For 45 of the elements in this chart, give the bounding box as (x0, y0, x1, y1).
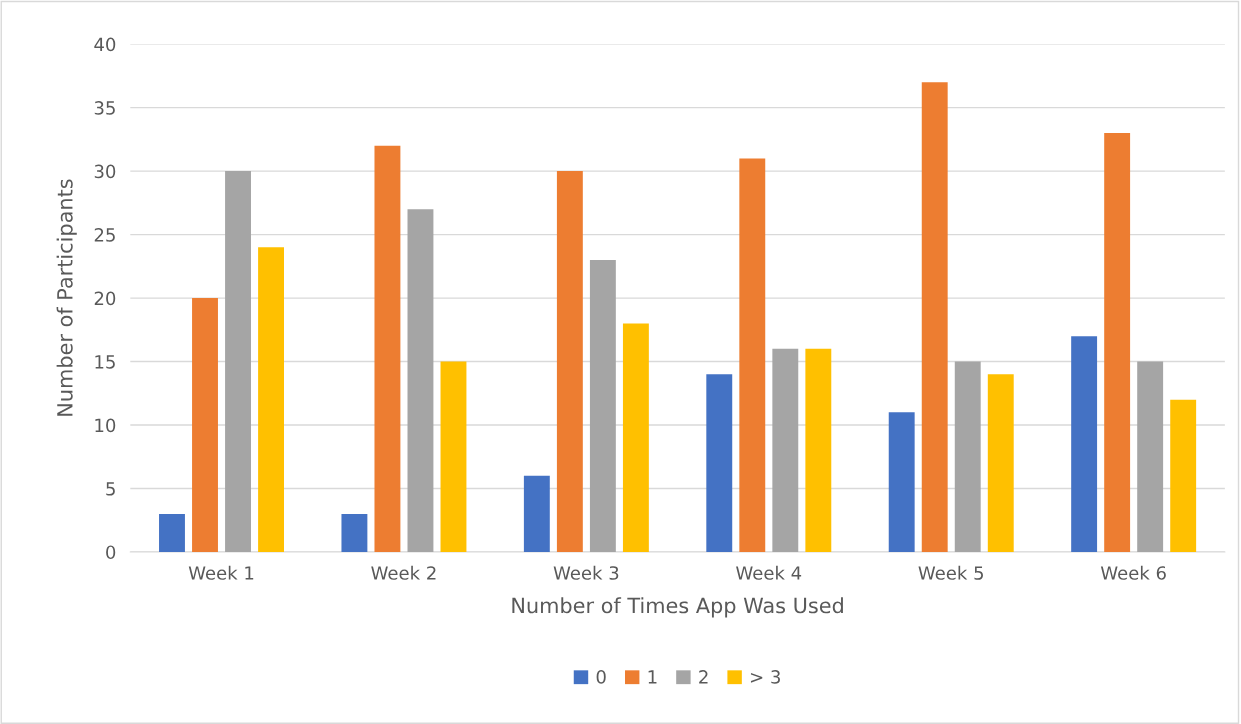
y-tick-label: 0 (106, 545, 116, 560)
x-tick-label: Week 3 (553, 565, 619, 580)
bar (192, 298, 218, 552)
legend-label: 0 (596, 670, 606, 684)
bar (440, 361, 467, 552)
y-tick-label: 25 (94, 228, 115, 242)
y-tick-label: 5 (106, 482, 115, 496)
y-axis-title: Number of Participants (56, 179, 77, 416)
bar (739, 158, 766, 552)
bar (341, 513, 368, 552)
bar (987, 374, 1014, 552)
bar (805, 348, 832, 552)
legend-label: > 3 (750, 670, 780, 684)
legend-label: 1 (648, 670, 657, 684)
bar (772, 348, 799, 552)
bar (954, 361, 981, 552)
y-tick-label: 20 (94, 291, 116, 306)
bar (225, 171, 251, 552)
y-tick-label: 10 (95, 418, 116, 433)
x-axis-title: Number of Times App Was Used (512, 597, 843, 618)
bar (258, 247, 284, 552)
x-tick-label: Week 4 (736, 565, 802, 580)
bar (407, 209, 434, 552)
bar (921, 82, 948, 552)
bar (374, 145, 401, 552)
y-tick-label: 15 (95, 355, 115, 369)
y-tick-label: 35 (94, 101, 115, 115)
bar (1071, 336, 1098, 552)
x-tick-label: Week 6 (1100, 565, 1166, 580)
bar (888, 412, 915, 552)
x-tick-label: Week 5 (918, 565, 983, 580)
y-tick-label: 30 (94, 164, 116, 179)
bar (556, 171, 583, 552)
bar (1170, 399, 1197, 552)
bar (589, 259, 616, 552)
legend-label: 2 (699, 670, 708, 684)
bar (1104, 133, 1131, 552)
x-tick-label: Week 1 (188, 565, 254, 580)
bar (706, 374, 733, 552)
bar (523, 475, 550, 552)
y-tick-label: 40 (94, 37, 116, 52)
bar (622, 323, 649, 552)
x-tick-label: Week 2 (371, 565, 436, 580)
bar (159, 513, 185, 552)
bar (1137, 361, 1164, 552)
